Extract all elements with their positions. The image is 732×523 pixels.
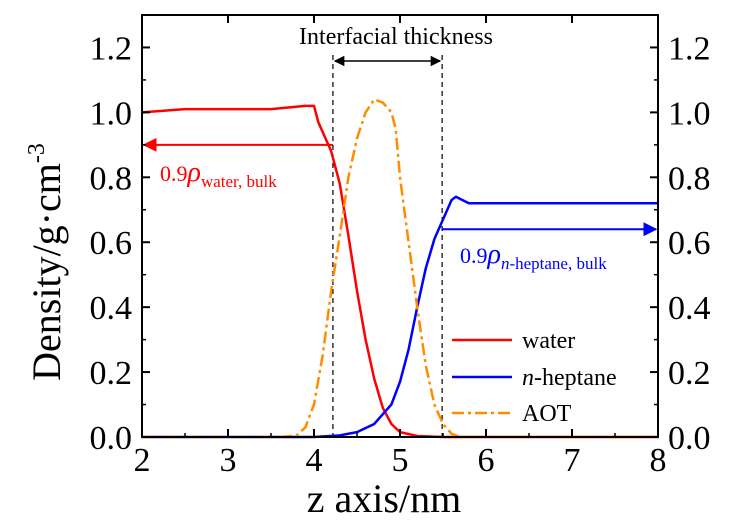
water-bulk-rho: ρ [187, 157, 201, 188]
heptane-bulk-sub: -heptane, bulk [509, 254, 607, 273]
legend: water n-heptane AOT [452, 328, 617, 427]
y-tick-label-left: 0.0 [90, 420, 133, 457]
y-tick-label-left: 0.2 [90, 355, 133, 392]
y-tick-label-right: 1.0 [668, 95, 711, 132]
y-tick-label-left: 1.0 [90, 95, 133, 132]
interfacial-thickness-label: Interfacial thickness [299, 24, 493, 50]
y-tick-label-right: 0.6 [668, 225, 711, 262]
y-axis-label-main: Density/g·cm [24, 163, 69, 381]
heptane-bulk-sub-italic: n [501, 254, 510, 273]
series-line-n-heptane [142, 195, 658, 439]
x-tick-label: 6 [478, 442, 495, 479]
x-tick-label: 4 [306, 442, 323, 479]
y-tick-label-left: 0.6 [90, 225, 133, 262]
y-tick-label-right: 1.2 [668, 30, 711, 67]
series-line-aot [142, 98, 658, 439]
y-tick-label-left: 0.8 [90, 160, 133, 197]
y-tick-label-right: 0.2 [668, 355, 711, 392]
x-tick-label: 7 [564, 442, 581, 479]
legend-label-heptane: n-heptane [522, 365, 617, 391]
x-tick-label: 8 [650, 442, 667, 479]
y-tick-label-left: 0.4 [90, 290, 133, 327]
x-tick-label: 5 [392, 442, 409, 479]
y-axis-label-group: Density/g·cm-3 [24, 143, 69, 381]
water-bulk-sub: water, bulk [201, 172, 277, 191]
y-axis-label: Density/g·cm-3 [24, 143, 69, 381]
y-tick-label-left: 1.2 [90, 30, 133, 67]
heptane-bulk-annotation: 0.9ρn-heptane, bulk [460, 239, 607, 273]
y-tick-label-right: 0.0 [668, 420, 711, 457]
legend-label-heptane-rest: -heptane [534, 365, 617, 391]
water-bulk-annotation: 0.9ρwater, bulk [160, 157, 277, 191]
legend-label-aot: AOT [522, 401, 572, 427]
water-bulk-prefix: 0.9 [160, 161, 188, 186]
x-tick-label: 3 [220, 442, 237, 479]
y-tick-label-right: 0.8 [668, 160, 711, 197]
y-axis-label-sup: -3 [24, 143, 50, 163]
legend-label-water: water [522, 328, 575, 354]
y-tick-label-right: 0.4 [668, 290, 711, 327]
heptane-bulk-rho: ρ [487, 239, 501, 270]
ticks-layer: 2 3 4 5 6 7 80.0 0.00.2 0.20.4 0.40.6 0.60.8 0.81.0… [90, 15, 711, 479]
plot-frame [141, 14, 659, 438]
x-axis-label: z axis/nm [307, 476, 461, 521]
legend-label-heptane-italic: n [522, 365, 534, 391]
x-tick-label: 2 [134, 442, 151, 479]
heptane-bulk-prefix: 0.9 [460, 243, 488, 268]
